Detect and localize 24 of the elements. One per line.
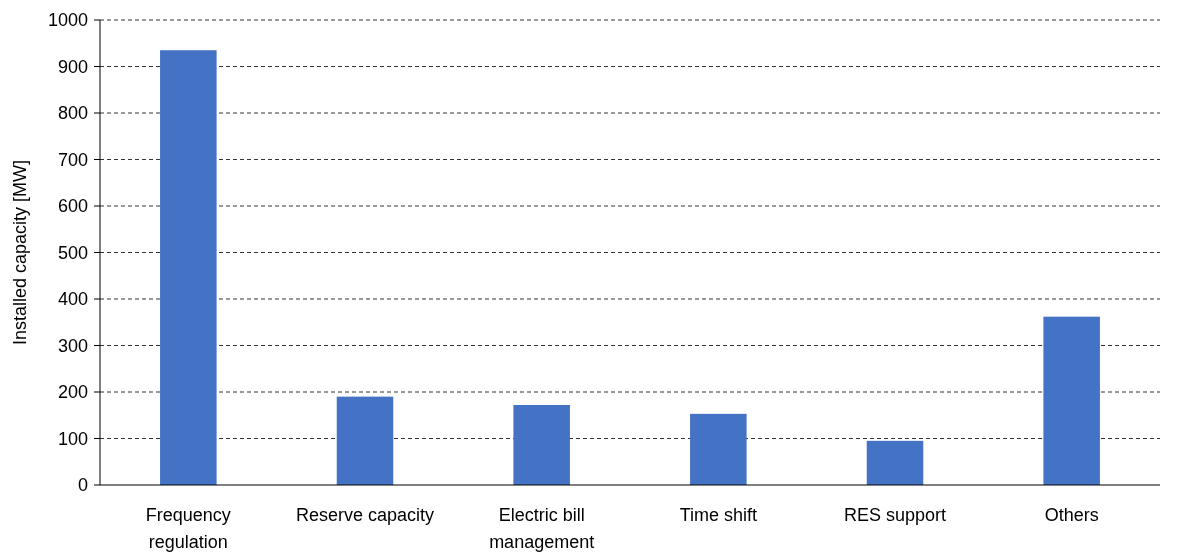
y-tick-label: 300 [57, 335, 88, 356]
y-tick-label: 700 [57, 149, 88, 170]
y-tick-label: 0 [77, 475, 88, 496]
y-axis-title: Installed capacity [MW] [10, 159, 30, 346]
y-tick-label: 600 [57, 196, 88, 217]
x-tick-label: Frequency regulation [145, 505, 231, 552]
y-tick-label: 400 [57, 289, 88, 310]
x-tick-label: Electric bill management [489, 505, 595, 552]
y-tick-label: 200 [57, 382, 88, 403]
x-tick-label: Others [1044, 505, 1099, 525]
y-tick-label: 1000 [47, 10, 88, 31]
y-tick-label: 800 [57, 103, 88, 124]
y-tick-label: 900 [57, 56, 88, 77]
bar [690, 413, 747, 485]
bar [513, 405, 570, 485]
x-tick-label: RES support [843, 505, 947, 525]
bar [866, 440, 924, 485]
y-tick-label: 100 [57, 428, 88, 449]
x-tick-label: Reserve capacity [295, 505, 435, 525]
bar [336, 396, 394, 485]
x-tick-label: Time shift [679, 505, 758, 525]
bar [160, 50, 217, 485]
bar [1043, 316, 1100, 485]
y-tick-label: 500 [57, 242, 88, 263]
